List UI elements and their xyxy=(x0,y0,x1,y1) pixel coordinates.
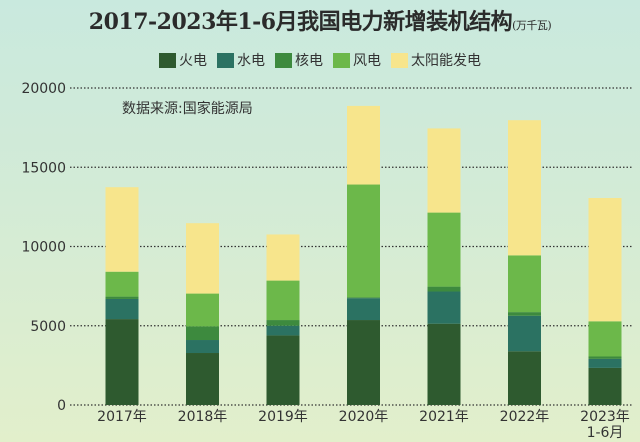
x-tick-label: 2022年 xyxy=(500,409,550,425)
x-tick-label: 2020年 xyxy=(339,409,389,425)
bar-segment-水电 xyxy=(588,358,622,368)
bar-segment-太阳能发电 xyxy=(427,128,461,213)
bar-segment-核电 xyxy=(186,326,219,341)
y-tick-label: 10000 xyxy=(21,240,66,256)
legend-label: 水电 xyxy=(237,53,265,69)
x-tick-label: 2021年 xyxy=(419,409,469,425)
bar-segment-风电 xyxy=(266,280,300,321)
bar-segment-风电 xyxy=(427,212,461,287)
bar-segment-火电 xyxy=(588,367,622,405)
x-tick-label: 2018年 xyxy=(178,409,228,425)
bar-segment-核电 xyxy=(105,296,139,299)
legend-label: 火电 xyxy=(179,53,207,69)
legend-label: 太阳能发电 xyxy=(411,53,481,69)
legend-label: 核电 xyxy=(295,53,323,69)
legend: 火电 水电 核电 风电 太阳能发电 xyxy=(0,50,640,70)
unit-text: (万千瓦) xyxy=(512,19,552,32)
bar-segment-火电 xyxy=(186,353,219,405)
bar-segment-太阳能发电 xyxy=(347,105,380,185)
bar-segment-火电 xyxy=(347,320,380,405)
bar-segment-水电 xyxy=(186,340,219,354)
bar-segment-水电 xyxy=(508,315,541,352)
bar-segment-火电 xyxy=(508,351,541,405)
bar-segment-水电 xyxy=(347,298,380,321)
y-tick-label: 20000 xyxy=(21,81,66,97)
x-tick-label: 2023年 xyxy=(580,409,630,425)
source-note: 数据来源:国家能源局 xyxy=(122,101,253,117)
bar-segment-水电 xyxy=(105,298,139,320)
bar-segment-风电 xyxy=(588,321,622,357)
bar-segment-核电 xyxy=(588,356,622,359)
x-tick-label: 1-6月 xyxy=(587,425,624,441)
x-tick-label: 2017年 xyxy=(97,409,147,425)
legend-swatch xyxy=(159,52,176,68)
y-tick-label: 15000 xyxy=(21,160,66,176)
bar-segment-火电 xyxy=(427,323,461,405)
legend-swatch xyxy=(217,52,234,68)
bar-segment-太阳能发电 xyxy=(266,234,300,281)
x-tick-label: 2019年 xyxy=(258,409,308,425)
legend-item: 太阳能发电 xyxy=(391,50,481,70)
legend-swatch xyxy=(275,52,292,68)
legend-swatch xyxy=(333,52,350,68)
bar-segment-太阳能发电 xyxy=(186,223,219,294)
bar-segment-火电 xyxy=(105,319,139,405)
bar-segment-核电 xyxy=(347,297,380,299)
legend-label: 风电 xyxy=(353,53,381,69)
y-tick-label: 5000 xyxy=(30,319,66,335)
bar-segment-水电 xyxy=(266,325,300,336)
bar-segment-风电 xyxy=(105,271,139,297)
y-tick-label: 0 xyxy=(57,398,66,414)
bar-segment-核电 xyxy=(427,286,461,292)
legend-item: 水电 xyxy=(217,50,265,70)
legend-item: 核电 xyxy=(275,50,323,70)
title-text: 2017-2023年1-6月我国电力新增装机结构 xyxy=(88,9,513,35)
chart-title: 2017-2023年1-6月我国电力新增装机结构(万千瓦) xyxy=(0,4,640,36)
bar-segment-太阳能发电 xyxy=(105,187,139,272)
bar-segment-风电 xyxy=(186,293,219,327)
bar-segment-太阳能发电 xyxy=(508,120,541,256)
bar-segment-核电 xyxy=(266,320,300,326)
legend-item: 火电 xyxy=(159,50,207,70)
bar-segment-核电 xyxy=(508,312,541,316)
legend-swatch xyxy=(391,52,408,68)
bar-segment-风电 xyxy=(347,184,380,298)
bar-segment-火电 xyxy=(266,335,300,405)
bar-segment-风电 xyxy=(508,255,541,313)
bar-segment-太阳能发电 xyxy=(588,197,622,322)
bar-segment-水电 xyxy=(427,291,461,324)
legend-item: 风电 xyxy=(333,50,381,70)
